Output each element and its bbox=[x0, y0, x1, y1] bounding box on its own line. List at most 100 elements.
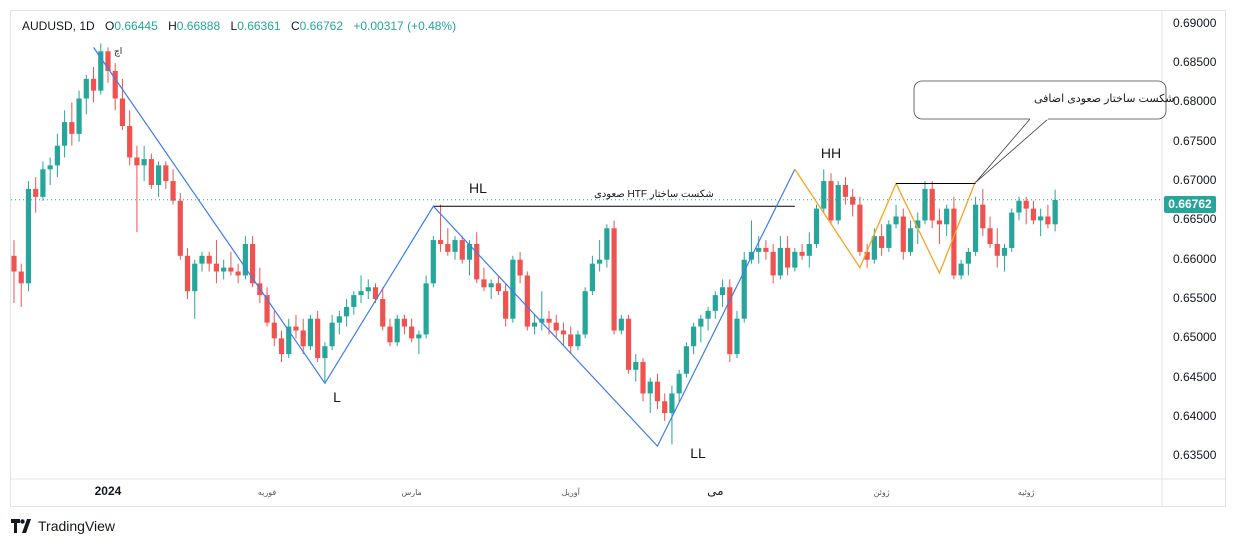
candle-body bbox=[62, 122, 68, 146]
high-group: H0.66888 bbox=[168, 19, 220, 33]
candle-body bbox=[156, 165, 162, 186]
candle-body bbox=[380, 299, 386, 327]
callout-text: شکست ساختار صعودی اضافی bbox=[1034, 93, 1175, 105]
price-tick: 0.67500 bbox=[1173, 133, 1217, 148]
candle-body bbox=[445, 244, 451, 252]
candle-body bbox=[879, 236, 885, 248]
candle-body bbox=[828, 181, 834, 221]
candle-body bbox=[727, 287, 733, 355]
candle-body bbox=[98, 51, 104, 91]
candle-body bbox=[756, 247, 762, 252]
candle-body bbox=[358, 291, 364, 296]
candle-body bbox=[604, 228, 610, 260]
candle-body bbox=[719, 287, 726, 296]
candle-body bbox=[127, 126, 133, 158]
price-tick: 0.65000 bbox=[1173, 330, 1217, 345]
candle-body bbox=[857, 204, 863, 252]
candle-body bbox=[1052, 199, 1058, 225]
high-value: 0.66888 bbox=[176, 19, 221, 33]
candle-body bbox=[249, 244, 256, 284]
candle-body bbox=[734, 318, 740, 355]
candle-body bbox=[546, 318, 552, 323]
candle-body bbox=[597, 259, 603, 264]
candle-body bbox=[33, 188, 39, 197]
candle-body bbox=[698, 318, 704, 327]
market-structure-zigzag bbox=[93, 47, 796, 448]
candle-body bbox=[112, 70, 118, 99]
price-tick: 0.63500 bbox=[1173, 448, 1217, 463]
candle-body bbox=[54, 145, 60, 166]
candle-body bbox=[18, 271, 24, 284]
candle-body bbox=[647, 381, 653, 394]
candle-body bbox=[90, 78, 97, 91]
candle-body bbox=[893, 216, 899, 225]
candle-body bbox=[199, 255, 205, 264]
candle-body bbox=[141, 159, 147, 166]
label-LL: LL bbox=[690, 445, 706, 461]
candle-body bbox=[409, 326, 415, 339]
candle-body bbox=[76, 98, 82, 134]
candle-body bbox=[401, 318, 408, 327]
candle-body bbox=[315, 318, 321, 359]
candle-body bbox=[640, 361, 646, 394]
tradingview-logo[interactable]: TradingView bbox=[11, 518, 115, 534]
close-label: C bbox=[290, 19, 300, 33]
candle-body bbox=[228, 267, 234, 272]
candle-body bbox=[430, 240, 436, 284]
candle-body bbox=[1016, 200, 1022, 213]
candle-body bbox=[387, 326, 393, 343]
candle-body bbox=[929, 188, 935, 221]
candle-body bbox=[900, 216, 906, 252]
candle-body bbox=[351, 295, 357, 307]
price-tick: 0.65500 bbox=[1173, 291, 1217, 306]
candle-body bbox=[944, 208, 950, 225]
candle-body bbox=[177, 200, 183, 256]
candle-body bbox=[221, 267, 227, 272]
candle-body bbox=[777, 247, 783, 276]
candle-body bbox=[553, 322, 559, 331]
time-tick: مارس bbox=[401, 488, 422, 497]
bos-htf-label: شکست ساختار HTF صعودی bbox=[594, 189, 714, 200]
candle-body bbox=[951, 208, 957, 276]
candle-body bbox=[965, 251, 971, 264]
candle-body bbox=[105, 51, 111, 71]
symbol-label: AUDUSD, 1D bbox=[22, 19, 95, 33]
candle-body bbox=[531, 322, 538, 327]
candle-body bbox=[416, 334, 422, 339]
label-HL: HL bbox=[469, 180, 487, 196]
close-group: C0.66762 bbox=[291, 19, 343, 33]
candle-body bbox=[560, 330, 567, 335]
candle-body bbox=[184, 255, 191, 292]
candle-body bbox=[286, 326, 292, 355]
candle-body bbox=[119, 98, 126, 127]
candle-body bbox=[806, 244, 812, 256]
candle-body bbox=[372, 287, 379, 300]
open-label: O bbox=[105, 19, 115, 33]
candle-body bbox=[654, 381, 661, 402]
label-L: L bbox=[333, 389, 341, 405]
candle-body bbox=[25, 188, 32, 284]
ohlc-header: AUDUSD, 1D O0.66445 H0.66888 L0.66361 C0… bbox=[22, 19, 463, 33]
candle-body bbox=[987, 228, 993, 244]
candle-body bbox=[618, 318, 624, 331]
candle-body bbox=[488, 283, 494, 288]
candle-body bbox=[741, 259, 747, 319]
candle-body bbox=[452, 240, 458, 252]
candle-body bbox=[206, 255, 212, 264]
price-tick: 0.66500 bbox=[1173, 212, 1217, 227]
candle-body bbox=[163, 165, 169, 182]
candle-body bbox=[510, 259, 516, 319]
candle-body bbox=[134, 157, 140, 166]
candle-body bbox=[423, 283, 429, 335]
candle-body bbox=[293, 326, 299, 331]
price-tick: 0.66000 bbox=[1173, 251, 1217, 266]
candle-body bbox=[575, 334, 581, 347]
time-tick: می bbox=[707, 484, 724, 498]
label-top-mark: اچ bbox=[114, 46, 123, 56]
candle-body bbox=[813, 208, 820, 244]
candle-body bbox=[495, 283, 502, 292]
tradingview-icon bbox=[11, 519, 31, 533]
candle-body bbox=[1023, 200, 1029, 209]
candle-body bbox=[1045, 216, 1051, 225]
